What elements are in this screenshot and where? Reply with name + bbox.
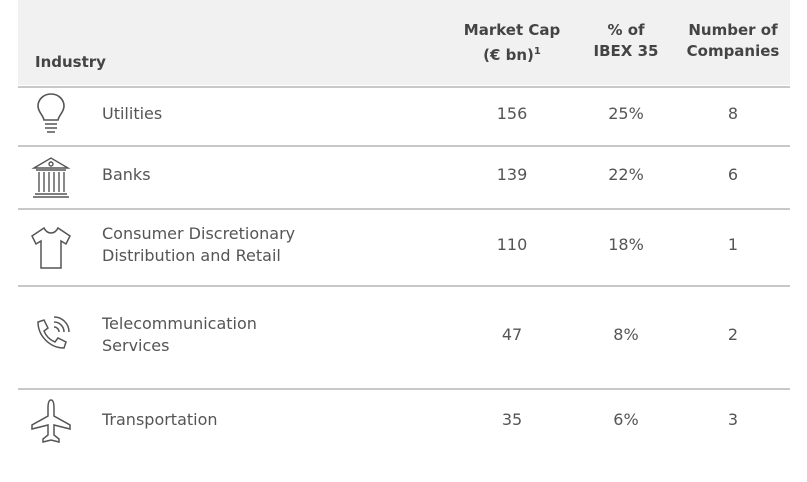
footnote-mark: 1 (533, 46, 541, 57)
header-text: Number of (688, 21, 778, 39)
industry-name: Banks (102, 164, 151, 184)
share: 8% (613, 324, 639, 344)
industry-name: Telecommunication (102, 313, 257, 333)
header-text: Market Cap (463, 21, 561, 39)
market-cap: 156 (496, 103, 528, 123)
companies: 6 (727, 164, 739, 184)
market-cap: 139 (496, 164, 528, 184)
industry-cell: Banks (102, 164, 151, 186)
industry-name: Utilities (102, 103, 163, 123)
header-text: IBEX 35 (593, 42, 659, 60)
bulb-icon (37, 93, 65, 133)
header-text: Industry (35, 53, 106, 71)
bank-icon (31, 157, 71, 198)
header-cell: % of IBEX 35 (571, 20, 681, 62)
industry-cell: Consumer Discretionary Distribution and R… (102, 223, 295, 267)
phone-icon (37, 316, 70, 349)
header-cell: Number of Companies (678, 20, 788, 62)
market-cap: 35 (501, 409, 523, 429)
shirt-icon (31, 226, 71, 269)
row-rule (18, 388, 790, 390)
companies: 8 (727, 103, 739, 123)
share: 22% (608, 164, 644, 184)
companies: 3 (727, 409, 739, 429)
industry-cell: Transportation (102, 409, 218, 431)
share: 18% (608, 234, 644, 254)
plane-icon (31, 399, 71, 443)
header-band (18, 0, 790, 85)
industry-cell: Utilities (102, 103, 162, 125)
header-cell: Market Cap (€ bn)1 (457, 20, 567, 66)
industry-name: Transportation (102, 409, 218, 429)
header-text: Companies (686, 42, 780, 60)
row-rule (18, 208, 790, 210)
industry-cell: Telecommunication Services (102, 313, 257, 357)
industry-name: Distribution and Retail (102, 245, 281, 265)
share: 6% (613, 409, 639, 429)
row-rule (18, 285, 790, 287)
row-rule (18, 145, 790, 147)
header-text: (€ bn) (483, 46, 534, 64)
market-cap: 110 (496, 234, 528, 254)
header-cell: Industry (35, 52, 106, 73)
header-text: % of (607, 21, 645, 39)
industry-name: Consumer Discretionary (102, 223, 296, 243)
market-cap: 47 (501, 324, 523, 344)
companies: 1 (727, 234, 739, 254)
header-rule (18, 86, 790, 88)
companies: 2 (727, 324, 739, 344)
industry-name: Services (102, 335, 170, 355)
share: 25% (608, 103, 644, 123)
